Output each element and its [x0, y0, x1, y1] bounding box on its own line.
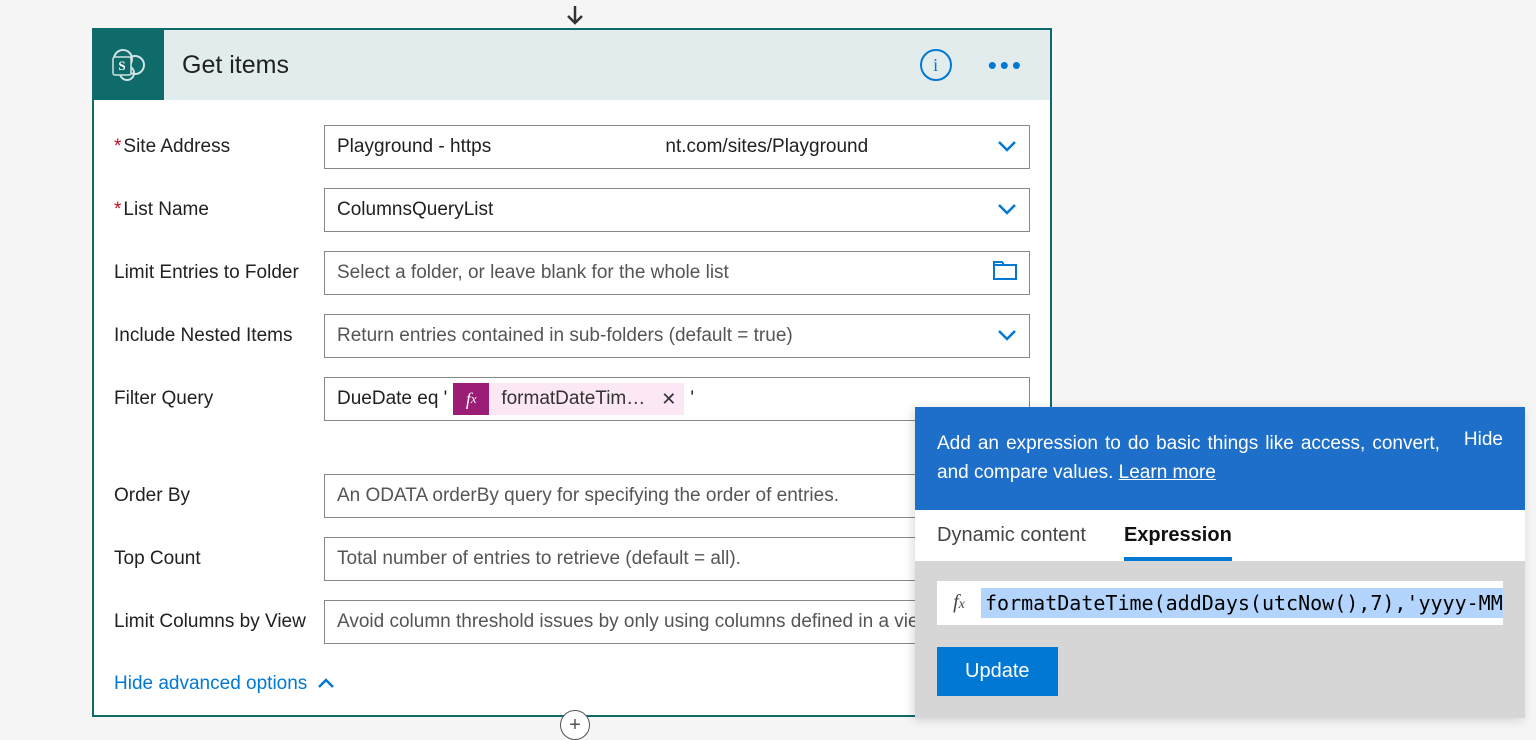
folder-icon[interactable]	[993, 260, 1017, 286]
placeholder-include-nested: Return entries contained in sub-folders …	[337, 325, 793, 347]
placeholder-limit-columns: Avoid column threshold issues by only us…	[337, 611, 919, 633]
expression-token[interactable]: fx formatDateTim… ✕	[453, 383, 684, 415]
placeholder-limit-folder: Select a folder, or leave blank for the …	[337, 262, 729, 284]
label-top-count: Top Count	[114, 548, 324, 570]
panel-tabs: Dynamic content Expression	[915, 510, 1525, 561]
field-filter-query: Filter Query DueDate eq ' fx formatDateT…	[114, 377, 1030, 421]
tab-dynamic-content[interactable]: Dynamic content	[937, 524, 1086, 561]
label-filter-query: Filter Query	[114, 388, 324, 410]
card-title: Get items	[182, 51, 920, 80]
field-order-by: Order By An ODATA orderBy query for spec…	[114, 474, 1030, 518]
panel-header: Add an expression to do basic things lik…	[915, 407, 1525, 510]
value-list-name: ColumnsQueryList	[337, 199, 493, 221]
field-list-name: *List Name ColumnsQueryList	[114, 188, 1030, 232]
tab-expression[interactable]: Expression	[1124, 524, 1232, 561]
add-step-button[interactable]: +	[560, 710, 590, 740]
learn-more-link[interactable]: Learn more	[1119, 462, 1216, 483]
value-site-address: Playground - https nt.com/sites/Playgrou…	[337, 136, 868, 158]
expression-text: formatDateTime(addDays(utcNow(),7),'yyyy…	[981, 588, 1503, 618]
fx-icon: fx	[453, 383, 489, 415]
field-top-count: Top Count Total number of entries to ret…	[114, 537, 1030, 581]
label-site-address: *Site Address	[114, 136, 324, 158]
field-limit-folder: Limit Entries to Folder Select a folder,…	[114, 251, 1030, 295]
placeholder-order-by: An ODATA orderBy query for specifying th…	[337, 485, 839, 507]
sharepoint-icon: S	[94, 30, 164, 100]
label-include-nested: Include Nested Items	[114, 325, 324, 347]
chevron-down-icon[interactable]	[987, 199, 1017, 221]
field-site-address: *Site Address Playground - https nt.com/…	[114, 125, 1030, 169]
action-card-get-items: S Get items i ••• *Site Address Playgrou…	[92, 28, 1052, 717]
card-header: S Get items i •••	[94, 30, 1050, 100]
chevron-down-icon[interactable]	[987, 136, 1017, 158]
placeholder-top-count: Total number of entries to retrieve (def…	[337, 548, 741, 570]
hide-advanced-options-link[interactable]: Hide advanced options	[114, 673, 335, 695]
svg-text:S: S	[118, 58, 125, 73]
flow-arrow-down	[560, 0, 590, 28]
input-limit-folder[interactable]: Select a folder, or leave blank for the …	[324, 251, 1030, 295]
field-limit-columns: Limit Columns by View Avoid column thres…	[114, 600, 1030, 644]
label-list-name: *List Name	[114, 199, 324, 221]
token-text: formatDateTim…	[489, 388, 657, 410]
add-dynamic-row: Add dynamic	[114, 434, 1030, 456]
card-body: *Site Address Playground - https nt.com/…	[94, 100, 1050, 715]
label-order-by: Order By	[114, 485, 324, 507]
expression-area: fx formatDateTime(addDays(utcNow(),7),'y…	[915, 561, 1525, 718]
chevron-down-icon[interactable]	[987, 325, 1017, 347]
token-remove-icon[interactable]: ✕	[657, 389, 684, 410]
chevron-up-icon	[317, 673, 335, 695]
fx-icon: fx	[937, 591, 981, 614]
info-icon[interactable]: i	[920, 49, 952, 81]
expression-input[interactable]: fx formatDateTime(addDays(utcNow(),7),'y…	[937, 581, 1503, 625]
expression-panel: Add an expression to do basic things lik…	[915, 407, 1525, 718]
field-include-nested: Include Nested Items Return entries cont…	[114, 314, 1030, 358]
filter-prefix: DueDate eq '	[337, 388, 447, 410]
input-site-address[interactable]: Playground - https nt.com/sites/Playgrou…	[324, 125, 1030, 169]
filter-suffix: '	[690, 388, 694, 410]
more-menu-icon[interactable]: •••	[980, 50, 1032, 81]
hide-panel-link[interactable]: Hide	[1464, 429, 1503, 451]
input-list-name[interactable]: ColumnsQueryList	[324, 188, 1030, 232]
update-button[interactable]: Update	[937, 647, 1058, 696]
panel-description: Add an expression to do basic things lik…	[937, 429, 1440, 488]
label-limit-folder: Limit Entries to Folder	[114, 262, 324, 284]
label-limit-columns: Limit Columns by View	[114, 611, 324, 633]
input-include-nested[interactable]: Return entries contained in sub-folders …	[324, 314, 1030, 358]
